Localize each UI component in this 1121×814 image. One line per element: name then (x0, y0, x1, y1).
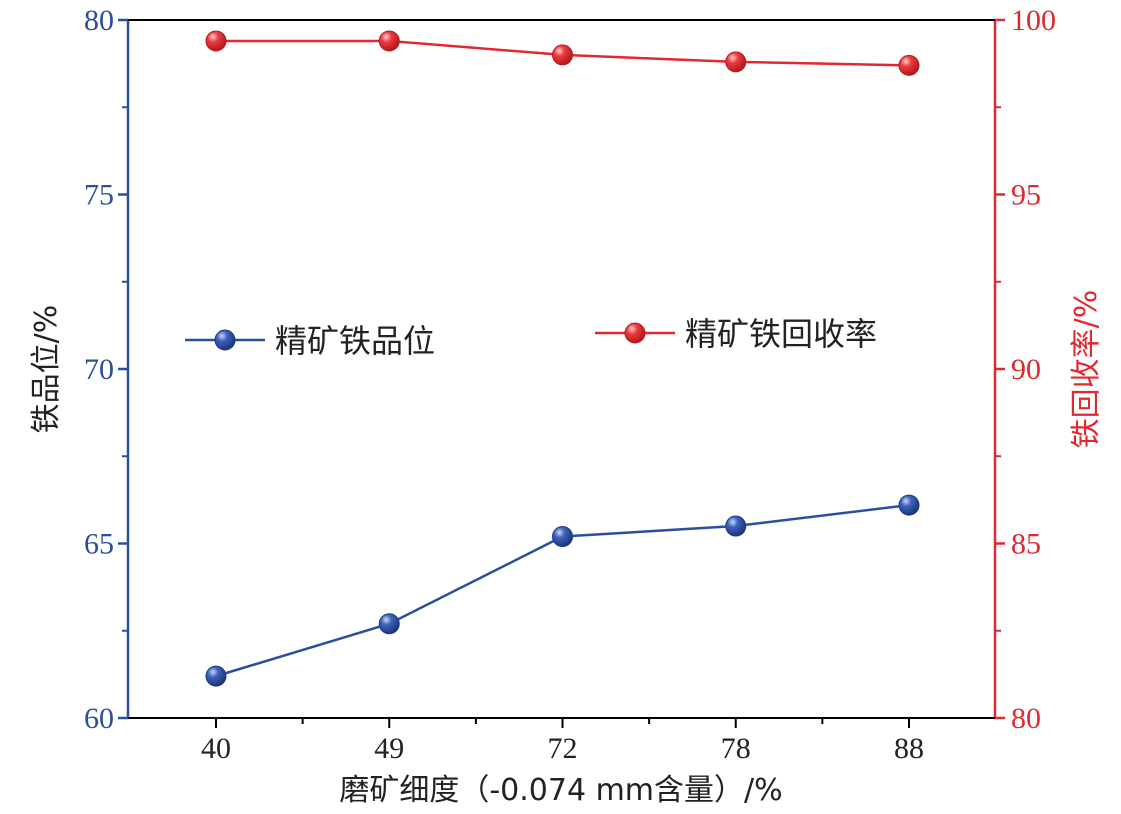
series-1-point-1 (378, 30, 400, 52)
x-tick-label: 88 (894, 732, 924, 765)
x-tick-label: 72 (548, 732, 578, 765)
legend-marker-grade (214, 329, 236, 351)
series-layer (205, 30, 920, 687)
series-1-point-4 (898, 54, 920, 76)
right-axis-ticks: 80 85 90 95 100 (995, 4, 1056, 735)
x-axis-ticks: 40 49 72 78 88 (201, 718, 924, 765)
series-1-point-0 (205, 30, 227, 52)
x-tick-label: 78 (721, 732, 751, 765)
legend: 精矿铁品位 精矿铁回收率 (185, 315, 877, 360)
left-tick-label: 75 (84, 179, 114, 212)
left-tick-label: 70 (84, 353, 114, 386)
series-0-point-4 (898, 494, 920, 516)
left-tick-label: 80 (84, 4, 114, 37)
left-tick-label: 65 (84, 528, 114, 561)
right-tick-label: 80 (1011, 702, 1041, 735)
series-0-point-0 (205, 665, 227, 687)
legend-label-grade: 精矿铁品位 (275, 322, 435, 360)
left-axis-ticks: 60 65 70 75 80 (84, 4, 128, 735)
right-tick-label: 100 (1011, 4, 1056, 37)
left-axis-title: 铁品位/% (29, 305, 64, 434)
series-1-point-2 (552, 44, 573, 66)
legend-item-recovery: 精矿铁回收率 (595, 315, 877, 353)
series-0-point-3 (725, 515, 747, 537)
right-axis-title: 铁回收率/% (1069, 290, 1104, 449)
legend-marker-recovery (624, 322, 646, 344)
legend-item-grade: 精矿铁品位 (185, 322, 435, 360)
legend-label-recovery: 精矿铁回收率 (685, 315, 877, 353)
x-tick-label: 40 (201, 732, 231, 765)
x-tick-label: 49 (374, 732, 404, 765)
series-0-point-2 (552, 526, 573, 548)
right-tick-label: 85 (1011, 528, 1041, 561)
series-1-point-3 (725, 51, 747, 73)
right-tick-label: 95 (1011, 179, 1041, 212)
right-tick-label: 90 (1011, 353, 1041, 386)
left-tick-label: 60 (84, 702, 114, 735)
x-axis-title: 磨矿细度（-0.074 mm含量）/% (339, 773, 782, 808)
series-0-point-1 (378, 613, 400, 635)
